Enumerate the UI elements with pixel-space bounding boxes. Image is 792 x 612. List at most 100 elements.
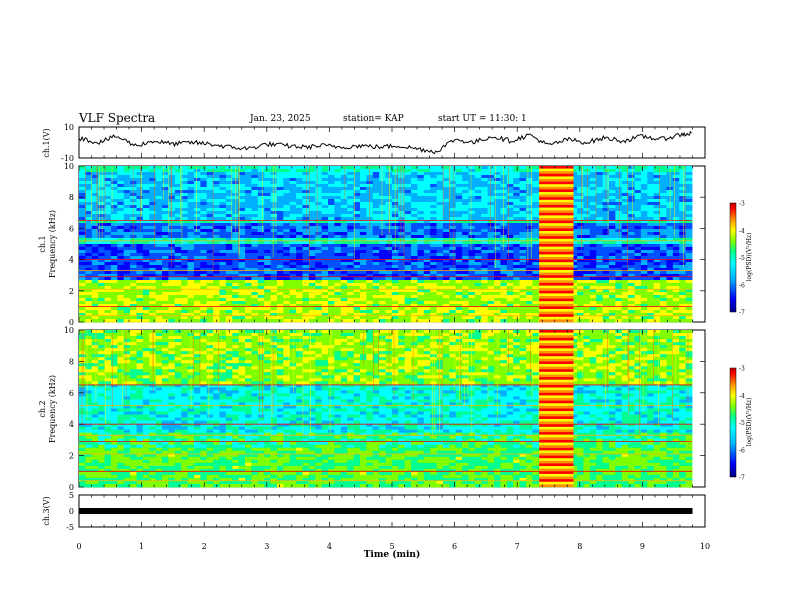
spectrogram-cell [251, 286, 259, 290]
spectrogram-cell [672, 166, 680, 170]
spectrogram-cell [302, 316, 310, 320]
spectrogram-cell [608, 274, 616, 278]
spectrogram-cell [672, 220, 680, 224]
spectrogram-cell [283, 190, 291, 194]
spectrogram-cell [455, 241, 463, 245]
spectrogram-cell [142, 229, 150, 233]
spectrogram-cell [328, 175, 335, 179]
spectrogram-cell [442, 178, 450, 182]
spectrogram-cell [296, 232, 303, 236]
spectrogram-cell [474, 235, 482, 239]
spectrogram-cell [91, 199, 99, 203]
spectrogram-cell [589, 313, 597, 317]
spectrogram-cell [232, 301, 240, 305]
spectrogram-cell [372, 205, 380, 209]
spectrogram-cell [436, 169, 444, 173]
spectrogram-cell [257, 169, 265, 173]
spectrogram-cell [359, 181, 367, 185]
spectrogram-cell [162, 211, 169, 215]
spectrogram-cell [500, 232, 508, 236]
spectrogram-cell [577, 268, 584, 272]
spectrogram-cell [596, 238, 604, 242]
spectrogram-cell [679, 226, 687, 230]
spectrogram-cell [149, 190, 157, 194]
spectrogram-cell [308, 304, 316, 308]
spectrogram-cell [155, 217, 163, 221]
spectrogram-cell [340, 175, 348, 179]
spectrogram-cell [79, 190, 86, 194]
spectrogram-cell [506, 310, 514, 314]
spectrogram-cell [487, 307, 495, 311]
spectrogram-cell [264, 220, 271, 224]
spectrogram-cell [104, 310, 112, 314]
spectrogram-cell [359, 274, 367, 278]
spectrogram-cell [647, 253, 655, 257]
spectrogram-cell [110, 238, 118, 242]
spectrogram-cell [213, 208, 220, 212]
spectrogram-cell [219, 289, 227, 293]
spectrogram-cell [328, 304, 335, 308]
spectrogram-cell [449, 238, 457, 242]
spectrogram-cell [430, 244, 437, 248]
spectrogram-cell [417, 193, 425, 197]
spectrogram-cell [404, 199, 412, 203]
spectrogram-cell [685, 268, 693, 272]
spectrogram-cell [245, 313, 252, 317]
spectrogram-cell [213, 280, 220, 284]
spectrogram-cell [634, 184, 642, 188]
spectrogram-cell [589, 166, 597, 170]
spectrogram-cell [513, 229, 520, 233]
spectrogram-cell [436, 286, 444, 290]
spectrogram-cell [647, 196, 655, 200]
spectrogram-cell [181, 313, 188, 317]
spectrogram-cell [430, 214, 437, 218]
spectrogram-cell [174, 304, 182, 308]
spectrogram-cell [577, 190, 584, 194]
spectrogram-cell [506, 265, 514, 269]
spectrogram-cell [308, 187, 316, 191]
spectrogram-cell [315, 226, 323, 230]
spectrogram-cell [232, 232, 240, 236]
spectrogram-cell [436, 214, 444, 218]
spectrogram-cell [500, 190, 508, 194]
spectrogram-cell [506, 166, 514, 170]
spectrogram-cell [672, 268, 680, 272]
spectrogram-cell [98, 241, 105, 245]
spectrogram-cell [136, 256, 144, 260]
spectrogram-cell [321, 211, 329, 215]
spectrogram-cell [123, 316, 131, 320]
spectrogram-cell [570, 262, 578, 266]
spectrogram-cell [423, 229, 431, 233]
spectrogram-cell [442, 250, 450, 254]
spectrogram-cell [353, 184, 361, 188]
spectrogram-cell [123, 226, 131, 230]
spectrogram-cell [264, 295, 271, 299]
spectrogram-cell [187, 235, 195, 239]
spectrogram-cell [474, 181, 482, 185]
spectrogram-cell [423, 199, 431, 203]
spectrogram-cell [500, 202, 508, 206]
spectrogram-cell [640, 229, 648, 233]
spectrogram-cell [213, 262, 220, 266]
spectrogram-cell [251, 226, 259, 230]
spectrogram-cell [200, 286, 208, 290]
spectrogram-cell [276, 229, 284, 233]
spectrogram-cell [308, 238, 316, 242]
spectrogram-cell [532, 211, 540, 215]
spectrogram-cell [621, 274, 629, 278]
spectrogram-cell [308, 247, 316, 251]
spectrogram-cell [289, 211, 297, 215]
spectrogram-cell [142, 319, 150, 323]
spectrogram-cell [430, 199, 437, 203]
spectrogram-cell [685, 271, 693, 275]
spectrogram-cell [296, 262, 303, 266]
spectrogram-cell [251, 274, 259, 278]
spectrogram-cell [366, 289, 374, 293]
spectrogram-cell [104, 289, 112, 293]
spectrogram-cell [149, 301, 157, 305]
spectrogram-cell [417, 316, 425, 320]
spectrogram-cell [219, 262, 227, 266]
spectrogram-cell [487, 220, 495, 224]
spectrogram-cell [340, 181, 348, 185]
spectrogram-cell [391, 304, 399, 308]
